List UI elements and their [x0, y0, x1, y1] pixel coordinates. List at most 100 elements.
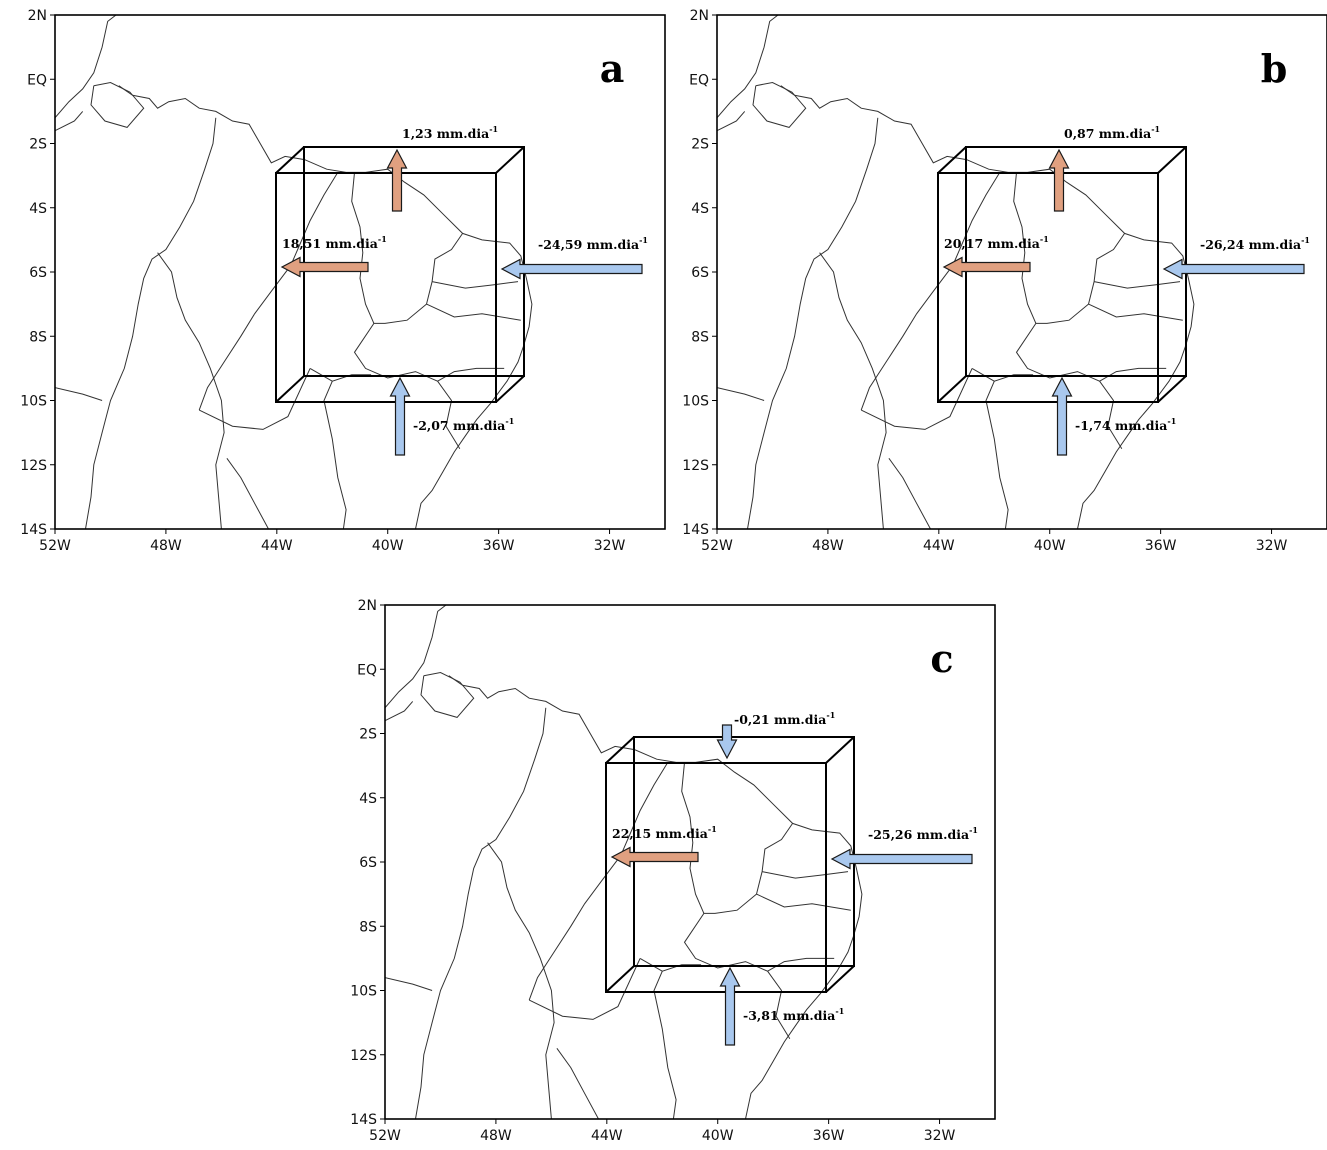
boundary-line — [55, 387, 103, 401]
boundary-line — [426, 303, 521, 321]
boundary-line — [198, 172, 339, 411]
study-box — [275, 146, 525, 403]
lat-tick-label: 2N — [358, 598, 377, 614]
boundary-line — [747, 117, 879, 529]
map-panel-b: 2N EQ 2S 4S 6S 8S 10S 12S 14S 52W 48W 44W 40W 36W 32W 0… — [662, 0, 1327, 560]
panel-label: c — [930, 636, 953, 681]
lon-tick-label: 36W — [1145, 538, 1177, 554]
boundary-line — [432, 281, 519, 289]
north-flux-arrow — [386, 148, 408, 212]
boundary-line — [717, 15, 779, 119]
lat-tick-label: 8S — [691, 329, 709, 345]
boundary-line — [1094, 281, 1181, 289]
lat-tick-label: 10S — [350, 984, 377, 1000]
north-flux-label: 0,87 mm.dia-1 — [1064, 124, 1160, 141]
north-flux-label: 1,23 mm.dia-1 — [402, 124, 498, 141]
lat-tick-label: 2S — [359, 727, 377, 743]
map-panel-c: 2N EQ 2S 4S 6S 8S 10S 12S 14S 52W 48W 44W 40W 36W 32W -… — [330, 590, 996, 1150]
coastline-group — [55, 15, 533, 529]
boundary-line — [985, 381, 1009, 529]
lon-tick-label: 40W — [372, 538, 404, 554]
lat-tick-label: 14S — [682, 522, 709, 538]
east-flux-arrow — [830, 848, 973, 870]
north-flux-arrow — [716, 724, 738, 760]
boundary-line — [780, 85, 1195, 529]
lat-tick-label: EQ — [27, 72, 47, 88]
boundary-line — [717, 111, 746, 132]
boundary-line — [415, 707, 547, 1119]
boundary-line — [198, 368, 311, 430]
lon-tick-label: 32W — [1256, 538, 1288, 554]
boundary-line — [385, 977, 433, 991]
lat-tick-label: EQ — [689, 72, 709, 88]
lat-tick-label: 4S — [359, 791, 377, 807]
south-flux-arrow — [719, 966, 741, 1046]
lon-tick-label: 48W — [812, 538, 844, 554]
boundary-line — [528, 762, 669, 1001]
boundary-line — [639, 957, 702, 972]
south-flux-label: -3,81 mm.dia-1 — [743, 1006, 844, 1023]
lat-tick-label: EQ — [357, 662, 377, 678]
lat-tick-label: 4S — [29, 201, 47, 217]
lat-tick-label: 6S — [29, 265, 47, 281]
lon-tick-label: 32W — [924, 1128, 956, 1144]
boundary-line — [860, 368, 973, 430]
lat-tick-label: 12S — [682, 458, 709, 474]
west-flux-arrow — [280, 256, 369, 278]
boundary-line — [118, 85, 533, 529]
boundary-line — [683, 913, 835, 972]
west-flux-arrow — [942, 256, 1031, 278]
lat-tick-label: 12S — [20, 458, 47, 474]
south-flux-label: -2,07 mm.dia-1 — [413, 416, 514, 433]
lat-tick-label: 8S — [359, 919, 377, 935]
study-box — [937, 146, 1187, 403]
boundary-line — [1035, 233, 1126, 324]
lon-tick-label: 52W — [369, 1128, 401, 1144]
boundary-line — [888, 458, 931, 529]
south-flux-arrow — [389, 376, 411, 456]
panel-label: a — [600, 46, 625, 91]
lon-tick-label: 40W — [702, 1128, 734, 1144]
boundary-line — [1088, 303, 1183, 321]
boundary-line — [323, 381, 347, 529]
lat-tick-label: 14S — [20, 522, 47, 538]
boundary-line — [971, 367, 1034, 382]
boundary-line — [653, 971, 677, 1119]
boundary-line — [717, 387, 765, 401]
lat-tick-label: 2S — [691, 137, 709, 153]
boundary-line — [819, 252, 887, 529]
coastline-group — [385, 605, 863, 1119]
west-flux-label: 20,17 mm.dia-1 — [944, 234, 1049, 251]
boundary-line — [1015, 323, 1167, 382]
lat-tick-label: 8S — [29, 329, 47, 345]
north-flux-arrow — [1048, 148, 1070, 212]
boundary-line — [556, 1048, 599, 1119]
boundary-line — [226, 458, 269, 529]
boundary-line — [420, 671, 475, 718]
boundary-line — [756, 893, 851, 911]
east-flux-arrow — [1162, 258, 1305, 280]
boundary-line — [703, 823, 794, 914]
east-flux-label: -24,59 mm.dia-1 — [538, 235, 648, 252]
south-flux-arrow — [1051, 376, 1073, 456]
west-flux-arrow — [610, 846, 699, 868]
west-flux-label: 18,51 mm.dia-1 — [282, 234, 387, 251]
boundary-line — [487, 842, 555, 1119]
lat-tick-label: 14S — [350, 1112, 377, 1128]
boundary-line — [385, 605, 447, 709]
lon-tick-label: 44W — [923, 538, 955, 554]
map-panel-a: 2N EQ 2S 4S 6S 8S 10S 12S 14S 52W 48W 44W 40W 36W 32W 1… — [0, 0, 666, 560]
boundary-line — [55, 111, 84, 132]
lon-tick-label: 52W — [701, 538, 733, 554]
lon-tick-label: 52W — [39, 538, 71, 554]
lon-tick-label: 44W — [591, 1128, 623, 1144]
boundary-line — [681, 762, 705, 914]
south-flux-label: -1,74 mm.dia-1 — [1075, 416, 1176, 433]
boundary-line — [385, 701, 414, 722]
coastline-group — [717, 15, 1195, 529]
boundary-line — [860, 172, 1001, 411]
boundary-line — [752, 81, 807, 128]
